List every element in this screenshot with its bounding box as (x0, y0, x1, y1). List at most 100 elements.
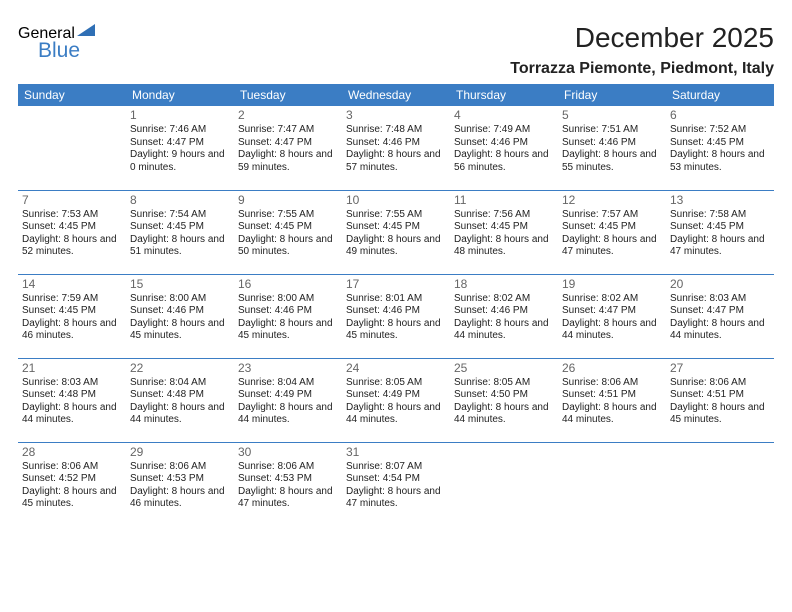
day-cell: 21Sunrise: 8:03 AMSunset: 4:48 PMDayligh… (18, 358, 126, 442)
daylight-text: Daylight: 8 hours and 55 minutes. (562, 149, 662, 174)
sunrise-text: Sunrise: 7:47 AM (238, 124, 338, 137)
sunrise-text: Sunrise: 8:02 AM (562, 293, 662, 306)
day-number: 17 (346, 277, 446, 292)
day-cell: 11Sunrise: 7:56 AMSunset: 4:45 PMDayligh… (450, 190, 558, 274)
title-block: December 2025 Torrazza Piemonte, Piedmon… (510, 22, 774, 78)
day-header-row: SundayMondayTuesdayWednesdayThursdayFrid… (18, 84, 774, 106)
sunrise-text: Sunrise: 8:00 AM (130, 293, 230, 306)
day-number: 3 (346, 108, 446, 123)
logo-word-blue: Blue (38, 40, 97, 61)
sunrise-text: Sunrise: 8:06 AM (238, 461, 338, 474)
day-cell (666, 442, 774, 526)
sunset-text: Sunset: 4:45 PM (346, 221, 446, 234)
daylight-text: Daylight: 8 hours and 57 minutes. (346, 149, 446, 174)
daylight-text: Daylight: 8 hours and 52 minutes. (22, 234, 122, 259)
sunrise-text: Sunrise: 7:51 AM (562, 124, 662, 137)
daylight-text: Daylight: 8 hours and 44 minutes. (562, 402, 662, 427)
day-header: Wednesday (342, 84, 450, 106)
calendar-page: General Blue December 2025 Torrazza Piem… (0, 0, 792, 526)
daylight-text: Daylight: 8 hours and 45 minutes. (670, 402, 770, 427)
sunrise-text: Sunrise: 8:00 AM (238, 293, 338, 306)
sunrise-text: Sunrise: 7:46 AM (130, 124, 230, 137)
sunrise-text: Sunrise: 7:52 AM (670, 124, 770, 137)
day-cell: 17Sunrise: 8:01 AMSunset: 4:46 PMDayligh… (342, 274, 450, 358)
calendar-table: SundayMondayTuesdayWednesdayThursdayFrid… (18, 84, 774, 526)
sunset-text: Sunset: 4:45 PM (454, 221, 554, 234)
day-number: 14 (22, 277, 122, 292)
day-header: Monday (126, 84, 234, 106)
sunrise-text: Sunrise: 7:57 AM (562, 209, 662, 222)
sunrise-text: Sunrise: 7:56 AM (454, 209, 554, 222)
daylight-text: Daylight: 8 hours and 44 minutes. (130, 402, 230, 427)
daylight-text: Daylight: 8 hours and 48 minutes. (454, 234, 554, 259)
day-cell: 4Sunrise: 7:49 AMSunset: 4:46 PMDaylight… (450, 106, 558, 190)
daylight-text: Daylight: 8 hours and 53 minutes. (670, 149, 770, 174)
sunrise-text: Sunrise: 8:05 AM (454, 377, 554, 390)
day-cell: 5Sunrise: 7:51 AMSunset: 4:46 PMDaylight… (558, 106, 666, 190)
day-number: 25 (454, 361, 554, 376)
day-number: 2 (238, 108, 338, 123)
sunrise-text: Sunrise: 7:54 AM (130, 209, 230, 222)
location-label: Torrazza Piemonte, Piedmont, Italy (510, 60, 774, 78)
daylight-text: Daylight: 8 hours and 50 minutes. (238, 234, 338, 259)
sunrise-text: Sunrise: 8:02 AM (454, 293, 554, 306)
daylight-text: Daylight: 8 hours and 44 minutes. (238, 402, 338, 427)
month-title: December 2025 (510, 22, 774, 54)
sunset-text: Sunset: 4:53 PM (238, 473, 338, 486)
day-cell (450, 442, 558, 526)
day-number: 9 (238, 193, 338, 208)
calendar-head: SundayMondayTuesdayWednesdayThursdayFrid… (18, 84, 774, 106)
week-row: 1Sunrise: 7:46 AMSunset: 4:47 PMDaylight… (18, 106, 774, 190)
sunset-text: Sunset: 4:48 PM (22, 389, 122, 402)
week-row: 21Sunrise: 8:03 AMSunset: 4:48 PMDayligh… (18, 358, 774, 442)
daylight-text: Daylight: 8 hours and 44 minutes. (346, 402, 446, 427)
day-number: 4 (454, 108, 554, 123)
daylight-text: Daylight: 8 hours and 46 minutes. (130, 486, 230, 511)
day-cell: 8Sunrise: 7:54 AMSunset: 4:45 PMDaylight… (126, 190, 234, 274)
sunset-text: Sunset: 4:45 PM (130, 221, 230, 234)
day-number: 28 (22, 445, 122, 460)
daylight-text: Daylight: 8 hours and 46 minutes. (22, 318, 122, 343)
day-number: 31 (346, 445, 446, 460)
day-header: Sunday (18, 84, 126, 106)
day-cell: 27Sunrise: 8:06 AMSunset: 4:51 PMDayligh… (666, 358, 774, 442)
daylight-text: Daylight: 8 hours and 47 minutes. (346, 486, 446, 511)
day-cell: 1Sunrise: 7:46 AMSunset: 4:47 PMDaylight… (126, 106, 234, 190)
sunrise-text: Sunrise: 8:04 AM (238, 377, 338, 390)
sunset-text: Sunset: 4:46 PM (562, 137, 662, 150)
day-cell: 29Sunrise: 8:06 AMSunset: 4:53 PMDayligh… (126, 442, 234, 526)
day-cell: 20Sunrise: 8:03 AMSunset: 4:47 PMDayligh… (666, 274, 774, 358)
sunset-text: Sunset: 4:54 PM (346, 473, 446, 486)
day-number: 26 (562, 361, 662, 376)
sunset-text: Sunset: 4:46 PM (346, 305, 446, 318)
sunrise-text: Sunrise: 7:49 AM (454, 124, 554, 137)
week-row: 14Sunrise: 7:59 AMSunset: 4:45 PMDayligh… (18, 274, 774, 358)
day-cell: 18Sunrise: 8:02 AMSunset: 4:46 PMDayligh… (450, 274, 558, 358)
sunset-text: Sunset: 4:47 PM (670, 305, 770, 318)
sunrise-text: Sunrise: 8:06 AM (130, 461, 230, 474)
page-header: General Blue December 2025 Torrazza Piem… (18, 22, 774, 78)
sunset-text: Sunset: 4:45 PM (22, 221, 122, 234)
daylight-text: Daylight: 8 hours and 44 minutes. (454, 318, 554, 343)
sunset-text: Sunset: 4:46 PM (346, 137, 446, 150)
sunset-text: Sunset: 4:47 PM (130, 137, 230, 150)
daylight-text: Daylight: 8 hours and 44 minutes. (22, 402, 122, 427)
sunrise-text: Sunrise: 8:03 AM (670, 293, 770, 306)
sunset-text: Sunset: 4:51 PM (670, 389, 770, 402)
daylight-text: Daylight: 8 hours and 45 minutes. (238, 318, 338, 343)
daylight-text: Daylight: 8 hours and 47 minutes. (562, 234, 662, 259)
day-number: 18 (454, 277, 554, 292)
sunset-text: Sunset: 4:47 PM (562, 305, 662, 318)
day-cell: 30Sunrise: 8:06 AMSunset: 4:53 PMDayligh… (234, 442, 342, 526)
day-cell: 7Sunrise: 7:53 AMSunset: 4:45 PMDaylight… (18, 190, 126, 274)
sunrise-text: Sunrise: 7:55 AM (346, 209, 446, 222)
day-cell: 12Sunrise: 7:57 AMSunset: 4:45 PMDayligh… (558, 190, 666, 274)
sunset-text: Sunset: 4:46 PM (454, 305, 554, 318)
daylight-text: Daylight: 8 hours and 44 minutes. (454, 402, 554, 427)
day-cell: 28Sunrise: 8:06 AMSunset: 4:52 PMDayligh… (18, 442, 126, 526)
day-header: Friday (558, 84, 666, 106)
day-header: Tuesday (234, 84, 342, 106)
sunrise-text: Sunrise: 8:06 AM (562, 377, 662, 390)
daylight-text: Daylight: 8 hours and 49 minutes. (346, 234, 446, 259)
sunrise-text: Sunrise: 8:04 AM (130, 377, 230, 390)
